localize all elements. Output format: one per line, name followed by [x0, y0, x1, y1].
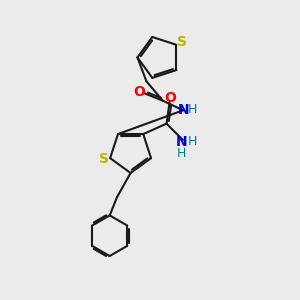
Text: N: N — [176, 135, 188, 148]
Text: H: H — [177, 147, 186, 160]
Text: N: N — [177, 103, 189, 117]
Text: S: S — [99, 152, 109, 166]
Text: H: H — [188, 103, 197, 116]
Text: O: O — [133, 85, 145, 99]
Text: H: H — [188, 135, 197, 148]
Text: S: S — [177, 35, 187, 50]
Text: O: O — [164, 91, 176, 105]
